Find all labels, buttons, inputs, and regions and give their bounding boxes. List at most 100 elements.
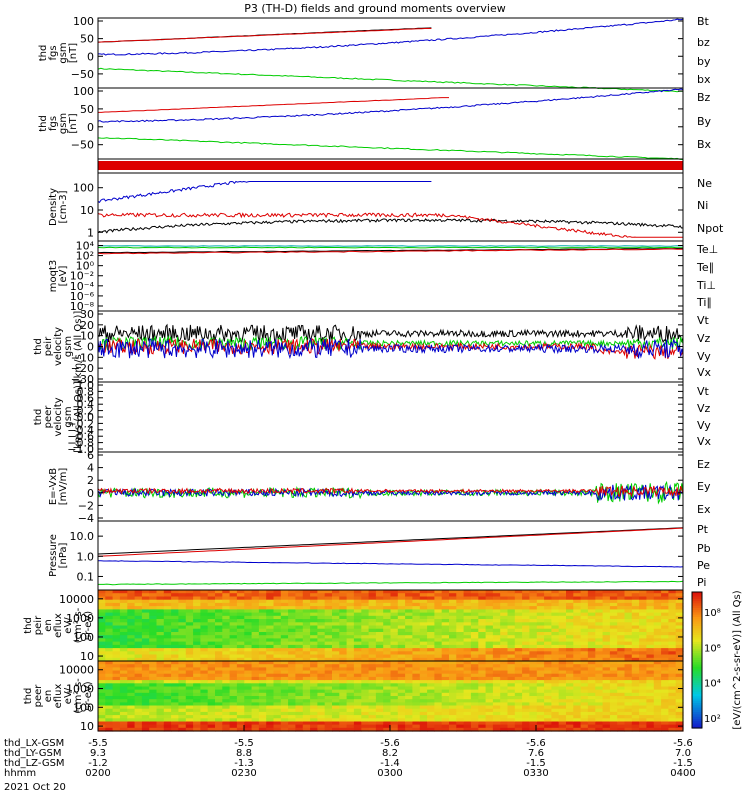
spectrogram-cell	[668, 632, 677, 636]
spectrogram-cell	[383, 638, 392, 643]
spectrogram-cell	[346, 612, 355, 617]
legend-Vt: Vt	[697, 314, 710, 327]
y-label-line: eflux	[53, 613, 64, 638]
spectrogram-cell	[273, 638, 282, 643]
legend-Vt: Vt	[697, 385, 710, 398]
spectrogram-cell	[595, 612, 604, 617]
spectrogram-cell	[631, 635, 640, 639]
spectrogram-cell	[551, 644, 560, 649]
spectrogram-cell	[514, 708, 523, 713]
spectrogram-cell	[536, 651, 545, 656]
spectrogram-cell	[617, 599, 626, 604]
spectrogram-cell	[310, 648, 318, 652]
spectrogram-cell	[419, 615, 428, 620]
spectrogram-cell	[339, 680, 348, 684]
spectrogram-cell	[573, 667, 582, 672]
spectrogram-cell	[229, 651, 238, 656]
spectrogram-cell	[449, 689, 457, 694]
spectrogram-cell	[171, 670, 179, 675]
spectrogram-cell	[156, 692, 165, 697]
spectrogram-cell	[280, 641, 289, 646]
spectrogram-cell	[587, 638, 596, 643]
series-Te-par	[97, 247, 684, 254]
spectrogram-cell	[295, 686, 304, 691]
spectrogram-cell	[624, 689, 633, 694]
spectrogram-cell	[288, 641, 296, 646]
spectrogram-cell	[295, 718, 304, 723]
spectrogram-cell	[478, 721, 487, 726]
spectrogram-cell	[346, 670, 355, 675]
spectrogram-cell	[339, 676, 348, 681]
spectrogram-cell	[595, 651, 604, 656]
y-label-line: thd	[33, 338, 44, 355]
spectrogram-cell	[266, 615, 275, 620]
spectrogram-cell	[310, 699, 318, 703]
spectrogram-cell	[236, 708, 245, 713]
spectrogram-cell	[171, 632, 179, 636]
spectrogram-cell	[405, 648, 413, 652]
spectrogram-cell	[171, 622, 179, 627]
spectrogram-cell	[522, 689, 530, 694]
spectrogram-cell	[185, 699, 194, 703]
spectrogram-cell	[609, 724, 618, 729]
spectrogram-cell	[141, 641, 150, 646]
spectrogram-cell	[485, 724, 494, 729]
spectrogram-cell	[602, 622, 611, 627]
spectrogram-cell	[514, 590, 523, 594]
y-label-line: eflux	[53, 684, 64, 709]
spectrogram-cell	[441, 632, 450, 636]
spectrogram-cell	[668, 673, 677, 678]
spectrogram-cell	[288, 661, 296, 665]
spectrogram-cell	[339, 612, 348, 617]
spectrogram-cell	[368, 596, 377, 601]
spectrogram-cell	[675, 602, 684, 607]
spectrogram-cell	[134, 711, 143, 716]
spectrogram-cell	[529, 654, 538, 659]
spectrogram-cell	[434, 625, 443, 630]
spectrogram-cell	[500, 718, 509, 723]
spectrogram-cell	[222, 625, 231, 630]
spectrogram-cell	[127, 641, 136, 646]
colorbar-segment	[692, 696, 702, 700]
spectrogram-cell	[434, 615, 443, 620]
spectrogram-cell	[507, 667, 516, 672]
spectrogram-cell	[339, 619, 348, 623]
colorbar-segment	[692, 700, 702, 704]
spectrogram-cell	[149, 721, 158, 726]
spectrogram-cell	[529, 606, 538, 610]
spectrogram-cell	[602, 686, 611, 691]
spectrogram-cell	[361, 644, 370, 649]
x-tick-label: 7.6	[528, 748, 544, 759]
spectrogram-cell	[558, 609, 567, 614]
spectrogram-cell	[149, 615, 158, 620]
spectrogram-cell	[251, 711, 260, 716]
spectrogram-cell	[288, 628, 296, 633]
spectrogram-cell	[222, 661, 231, 665]
spectrogram-cell	[514, 638, 523, 643]
spectrogram-cell	[383, 721, 392, 726]
spectrogram-cell	[661, 641, 669, 646]
spectrogram-cell	[375, 596, 384, 601]
spectrogram-cell	[470, 724, 479, 729]
spectrogram-cell	[478, 696, 487, 700]
spectrogram-cell	[470, 622, 479, 627]
spectrogram-cell	[514, 711, 523, 716]
spectrogram-cell	[368, 657, 377, 662]
spectrogram-cell	[244, 661, 253, 665]
spectrogram-cell	[390, 606, 399, 610]
spectrogram-cell	[127, 724, 136, 729]
spectrogram-cell	[449, 628, 457, 633]
spectrogram-cell	[98, 657, 106, 662]
y-label-line: gsm	[63, 406, 74, 427]
spectrogram-cell	[470, 619, 479, 623]
spectrogram-cell	[200, 593, 209, 597]
spectrogram-cell	[639, 648, 647, 652]
spectrogram-cell	[478, 648, 487, 652]
spectrogram-cell	[544, 654, 552, 659]
y-tick-label: 100	[73, 701, 94, 714]
spectrogram-cell	[653, 641, 662, 646]
spectrogram-cell	[251, 715, 260, 719]
spectrogram-cell	[441, 644, 450, 649]
spectrogram-cell	[624, 644, 633, 649]
spectrogram-cell	[580, 619, 589, 623]
